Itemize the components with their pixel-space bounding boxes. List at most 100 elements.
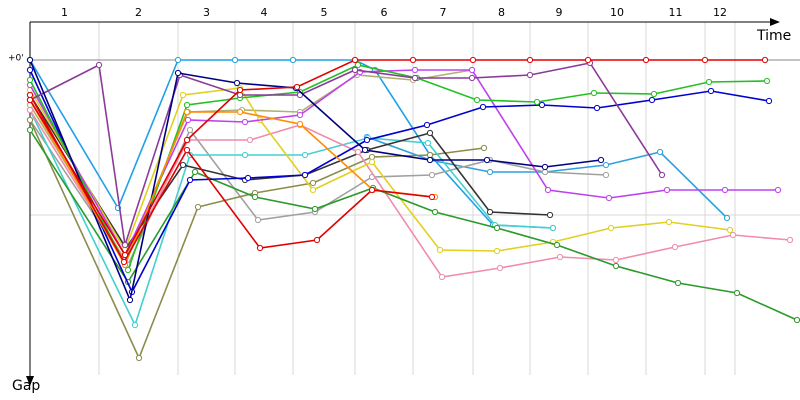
series <box>26 56 605 304</box>
data-point <box>541 163 549 171</box>
data-point <box>426 151 434 159</box>
data-point <box>436 246 444 254</box>
data-point <box>729 231 737 239</box>
series <box>26 66 773 296</box>
data-point <box>553 241 561 249</box>
data-point <box>438 273 446 281</box>
data-point <box>296 120 304 128</box>
data-point <box>597 156 605 164</box>
series <box>26 96 439 269</box>
data-point <box>354 148 362 156</box>
series <box>26 61 771 274</box>
series <box>26 59 666 249</box>
data-point <box>186 126 194 134</box>
data-point <box>293 83 301 91</box>
data-point <box>183 146 191 154</box>
data-point <box>26 91 34 99</box>
data-point <box>761 56 769 64</box>
data-point <box>244 174 252 182</box>
data-point <box>593 104 601 112</box>
data-point <box>351 66 359 74</box>
data-point <box>409 56 417 64</box>
data-point <box>541 168 549 176</box>
data-point <box>313 236 321 244</box>
data-point <box>650 90 658 98</box>
data-point <box>774 186 782 194</box>
data-point <box>556 253 564 261</box>
data-point <box>533 98 541 106</box>
series <box>26 116 488 362</box>
data-point <box>309 186 317 194</box>
data-point <box>705 78 713 86</box>
data-point <box>241 151 249 159</box>
data-point <box>354 61 362 69</box>
series-line <box>29 59 602 303</box>
data-point <box>665 218 673 226</box>
data-point <box>486 208 494 216</box>
data-point <box>658 171 666 179</box>
data-point <box>726 226 734 234</box>
data-point <box>95 61 103 69</box>
data-point <box>256 244 264 252</box>
data-point <box>493 224 501 232</box>
data-point <box>254 216 262 224</box>
data-point <box>721 186 729 194</box>
data-point <box>469 56 477 64</box>
data-point <box>707 87 715 95</box>
lap-label: 4 <box>261 6 268 19</box>
data-point <box>612 262 620 270</box>
data-point <box>473 96 481 104</box>
data-point <box>411 74 419 82</box>
data-point <box>179 161 187 169</box>
data-point <box>411 66 419 74</box>
data-point <box>793 316 800 324</box>
data-point <box>183 136 191 144</box>
lap-label: 9 <box>556 6 563 19</box>
data-point <box>179 91 187 99</box>
series-line <box>29 119 607 267</box>
data-point <box>183 101 191 109</box>
data-point <box>602 171 610 179</box>
data-point <box>584 56 592 64</box>
data-point <box>612 256 620 264</box>
data-point <box>607 224 615 232</box>
data-point <box>251 193 259 201</box>
data-point <box>526 56 534 64</box>
series-line <box>29 119 485 361</box>
data-point <box>549 224 557 232</box>
data-point <box>486 168 494 176</box>
data-point <box>131 321 139 329</box>
data-point <box>26 96 34 104</box>
data-point <box>723 214 731 222</box>
series-line <box>29 59 765 257</box>
data-point <box>733 289 741 297</box>
data-point <box>186 176 194 184</box>
data-point <box>26 116 34 124</box>
data-point <box>174 56 182 64</box>
data-point <box>183 108 191 116</box>
data-point <box>431 208 439 216</box>
data-point <box>246 136 254 144</box>
data-point <box>26 106 34 114</box>
series-line <box>29 99 436 267</box>
data-point <box>605 194 613 202</box>
data-point <box>590 89 598 97</box>
data-point <box>368 158 376 166</box>
series <box>363 133 731 222</box>
data-point <box>361 146 369 154</box>
data-point <box>236 108 244 116</box>
data-point <box>26 126 34 134</box>
lap-label: 2 <box>135 6 142 19</box>
data-point <box>236 91 244 99</box>
data-point <box>642 56 650 64</box>
data-point <box>311 205 319 213</box>
data-point <box>241 118 249 126</box>
data-point <box>544 186 552 194</box>
lap-label: 1 <box>61 6 68 19</box>
data-point <box>309 179 317 187</box>
data-point <box>671 243 679 251</box>
data-point <box>174 69 182 77</box>
lap-label: 10 <box>610 6 624 19</box>
data-point <box>120 258 128 266</box>
series <box>26 91 436 266</box>
